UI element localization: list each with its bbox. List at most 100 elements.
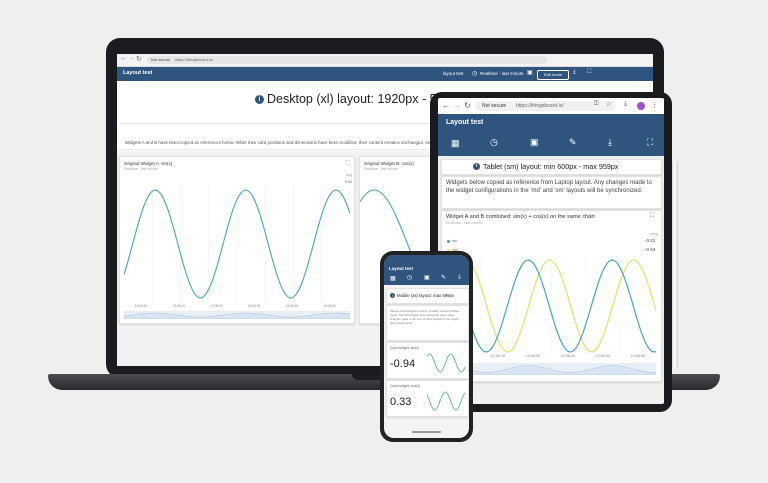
widget-b-subtitle: Realtime - last minute bbox=[364, 167, 398, 171]
tablet-headline-card: i Tablet (sm) layout: min 600px - max 95… bbox=[441, 159, 662, 175]
edit-mode-button[interactable]: Edit mode bbox=[537, 70, 569, 80]
widget-a-x-axis: 12:06:00 12:06:10 12:06:20 12:06:30 12:06:40… bbox=[124, 304, 350, 310]
forward-icon[interactable]: → bbox=[453, 101, 461, 110]
laptop-description-card: Widgets A and B have been copied as refe… bbox=[119, 127, 653, 150]
clock-icon[interactable]: ◷ bbox=[407, 275, 413, 281]
legend-sin-name: sin bbox=[452, 238, 458, 243]
card-a-label: Card widget: sin(x) bbox=[390, 346, 420, 350]
tablet-address-bar[interactable]: Not secure https://thingsboard.io/ bbox=[476, 101, 616, 111]
axis-label: Avg bbox=[651, 231, 658, 236]
info-icon: i bbox=[255, 95, 264, 104]
image-icon[interactable]: ▣ bbox=[530, 137, 539, 147]
reload-icon[interactable]: ↻ bbox=[136, 56, 142, 63]
fullscreen-icon[interactable]: ⛶ bbox=[647, 137, 654, 147]
app-title: Layout test bbox=[123, 70, 153, 76]
widget-a-zoom-slider[interactable] bbox=[124, 311, 350, 319]
legend-cos-dot bbox=[447, 249, 450, 252]
download-icon[interactable]: ⤓ bbox=[624, 100, 628, 107]
fullscreen-icon[interactable]: ⛶ bbox=[650, 213, 655, 219]
x-tick-label: 12:06:10 bbox=[172, 304, 185, 308]
back-icon[interactable]: ← bbox=[442, 101, 450, 110]
download-icon[interactable]: ⤓ bbox=[458, 274, 461, 280]
card-widget-a: Card widget: sin(x) -0.94 bbox=[386, 342, 469, 379]
x-tick-label: 12:06:40 bbox=[595, 354, 611, 358]
x-axis: 12:06:0012:06:1012:06:2012:06:3012:06:40… bbox=[446, 354, 656, 361]
url-text: https://thingsboard.io/ bbox=[175, 57, 214, 62]
clock-icon[interactable]: ◷ bbox=[490, 137, 498, 147]
app-title: Layout test bbox=[389, 266, 414, 271]
widget-a-subtitle: Realtime - last minute bbox=[124, 167, 158, 171]
widget-a-chart bbox=[124, 185, 350, 303]
layout-select[interactable]: layout test bbox=[443, 71, 464, 76]
x-tick-label: 12:06:20 bbox=[210, 304, 223, 308]
back-icon[interactable]: ← bbox=[120, 55, 127, 62]
card-widget-b: Card widget: cos(x) 0.33 bbox=[386, 380, 469, 417]
avatar[interactable] bbox=[637, 102, 645, 110]
dashboard-icon[interactable]: ▦ bbox=[390, 276, 396, 282]
card-a-sparkline bbox=[427, 353, 465, 373]
laptop-address-bar[interactable]: Not secure https://thingsboard.io/ bbox=[147, 56, 547, 64]
pencil-icon[interactable]: ✎ bbox=[569, 137, 577, 147]
realtime-selector[interactable]: Realtime - last minute bbox=[480, 71, 524, 76]
star-icon[interactable]: ☆ bbox=[606, 102, 612, 108]
edit-mode-label: Edit mode bbox=[543, 72, 562, 77]
x-tick-label: 12:06:50 bbox=[630, 354, 646, 358]
x-tick-label: 12:06:30 bbox=[247, 304, 261, 308]
url-text: https://thingsboard.io/ bbox=[516, 103, 564, 109]
tablet-description-card: Widgets below copied as reference from L… bbox=[441, 176, 662, 209]
card-a-value: -0.94 bbox=[390, 358, 416, 370]
not-secure-label: Not secure bbox=[482, 103, 507, 109]
image-icon[interactable]: ▣ bbox=[424, 275, 430, 281]
x-tick-label: 12:06:00 bbox=[134, 304, 148, 308]
description-text: Various card widgets on below. Smaller v… bbox=[390, 309, 460, 325]
x-tick-label: 12:06:20 bbox=[525, 354, 541, 358]
widget-b-title: Original Widget B: cos(x) bbox=[364, 161, 414, 166]
laptop-headline-card: i Desktop (xl) layout: 1920px - 5 bbox=[119, 83, 653, 124]
download-icon[interactable]: ⤓ bbox=[608, 137, 612, 147]
image-icon[interactable]: ▣ bbox=[527, 70, 533, 76]
phone-headline-card: i Mobile (xs) layout: max 599px bbox=[386, 288, 469, 304]
legend-sin-dot bbox=[447, 240, 450, 243]
widget-a-axis-label: Avg bbox=[346, 173, 352, 177]
fullscreen-icon[interactable]: ⛶ bbox=[346, 160, 350, 166]
pencil-icon[interactable]: ✎ bbox=[441, 275, 447, 281]
tablet-screen: ← → ↻ Not secure https://thingsboard.io/… bbox=[438, 98, 664, 404]
sin-series-line bbox=[124, 189, 350, 299]
tablet-app-bar: Layout test ▦ ◷ ▣ ✎ ⤓ ⛶ bbox=[438, 114, 664, 156]
info-icon: i bbox=[390, 293, 395, 298]
laptop-app-bar: Layout test layout test ◷ Realtime - las… bbox=[117, 67, 653, 81]
x-tick-label: 12:06:10 bbox=[490, 354, 506, 358]
reload-icon[interactable]: ↻ bbox=[464, 101, 471, 110]
zoom-slider[interactable] bbox=[446, 363, 656, 375]
laptop-browser-bar: ← → ↻ Not secure https://thingsboard.io/ bbox=[117, 54, 653, 67]
widget-subtitle: Realtime - last minute bbox=[446, 221, 483, 225]
widget-a-title: Original Widget A: sin(x) bbox=[124, 161, 173, 166]
widget-title: Widget A and B combined: sin(x) + cos(x)… bbox=[446, 214, 595, 220]
x-tick-label: 12:06:30 bbox=[560, 354, 576, 358]
fullscreen-icon[interactable]: ⛶ bbox=[587, 69, 592, 75]
legend-cos-value: -0.94 bbox=[645, 247, 656, 252]
legend-cos-name: cos bbox=[452, 247, 459, 252]
info-icon: i bbox=[473, 163, 480, 170]
phone-description-card: Various card widgets on below. Smaller v… bbox=[386, 305, 469, 341]
sin-series-line bbox=[446, 259, 656, 353]
phone-app-bar: Layout test ▦ ◷ ▣ ✎ ⤓ bbox=[384, 255, 469, 285]
x-tick-label: 12:06:50 bbox=[323, 304, 336, 308]
app-title: Layout test bbox=[446, 119, 484, 126]
card-b-value: 0.33 bbox=[390, 396, 412, 408]
card-b-label: Card widget: cos(x) bbox=[390, 384, 421, 388]
clock-icon[interactable]: ◷ bbox=[472, 71, 478, 77]
key-icon[interactable]: ⚿ bbox=[594, 101, 599, 107]
combined-chart bbox=[446, 258, 656, 354]
widget-a-card: Original Widget A: sin(x) Realtime - las… bbox=[119, 156, 355, 324]
legend-sin-value: -0.22 bbox=[645, 238, 656, 243]
page-title: Desktop (xl) layout: 1920px - 5 bbox=[267, 92, 437, 106]
description-text: Widgets A and B have been copied as refe… bbox=[125, 140, 451, 145]
forward-icon[interactable]: → bbox=[128, 55, 135, 62]
cos-series-line bbox=[446, 259, 656, 353]
dashboard-icon[interactable]: ▦ bbox=[451, 138, 460, 148]
stylus-pen bbox=[672, 160, 678, 370]
more-icon[interactable]: ⋮ bbox=[651, 102, 658, 109]
download-icon[interactable]: ⤓ bbox=[573, 69, 576, 75]
widget-a-value: 0.94 bbox=[345, 180, 352, 184]
